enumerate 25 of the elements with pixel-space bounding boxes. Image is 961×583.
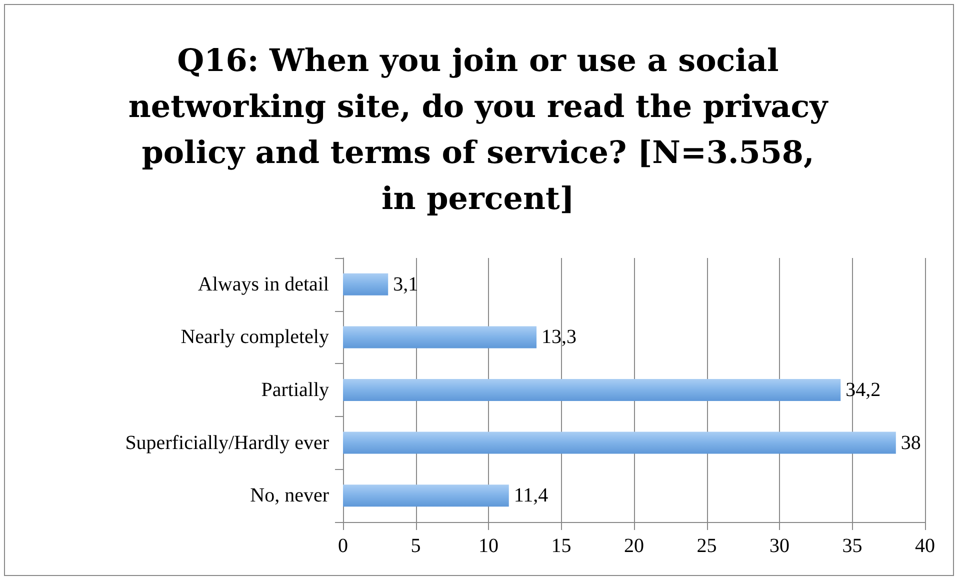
x-tick-label: 30 — [770, 535, 790, 557]
y-tick-label: No, never — [250, 484, 330, 507]
bar — [343, 273, 388, 296]
x-tick-label: 5 — [410, 535, 421, 557]
x-tick-label: 0 — [338, 535, 348, 557]
x-tick-label: 35 — [842, 535, 862, 557]
data-label: 11,4 — [514, 484, 548, 507]
bar — [343, 484, 509, 507]
y-tick-label: Nearly completely — [180, 326, 329, 348]
bar — [343, 432, 896, 454]
y-tick-label: Partially — [261, 379, 329, 401]
data-label: 38 — [900, 432, 921, 454]
y-tick-label: Always in detail — [198, 273, 330, 296]
x-tick-label: 15 — [551, 535, 572, 557]
data-label: 34,2 — [846, 379, 881, 401]
x-tick-label: 10 — [478, 535, 498, 557]
x-tick-label: 25 — [696, 535, 717, 557]
chart-title: Q16: When you join or use a social networking site, do you read the privacy policy and terms of service? [N=3.558, in percent] — [128, 42, 828, 219]
data-label: 3,1 — [393, 273, 418, 296]
x-tick-label: 40 — [915, 535, 935, 557]
y-tick-label: Superficially/Hardly ever — [125, 432, 330, 454]
bar — [343, 379, 841, 401]
bar — [343, 326, 537, 348]
data-label: 13,3 — [542, 326, 577, 348]
x-tick-label: 20 — [624, 535, 644, 557]
